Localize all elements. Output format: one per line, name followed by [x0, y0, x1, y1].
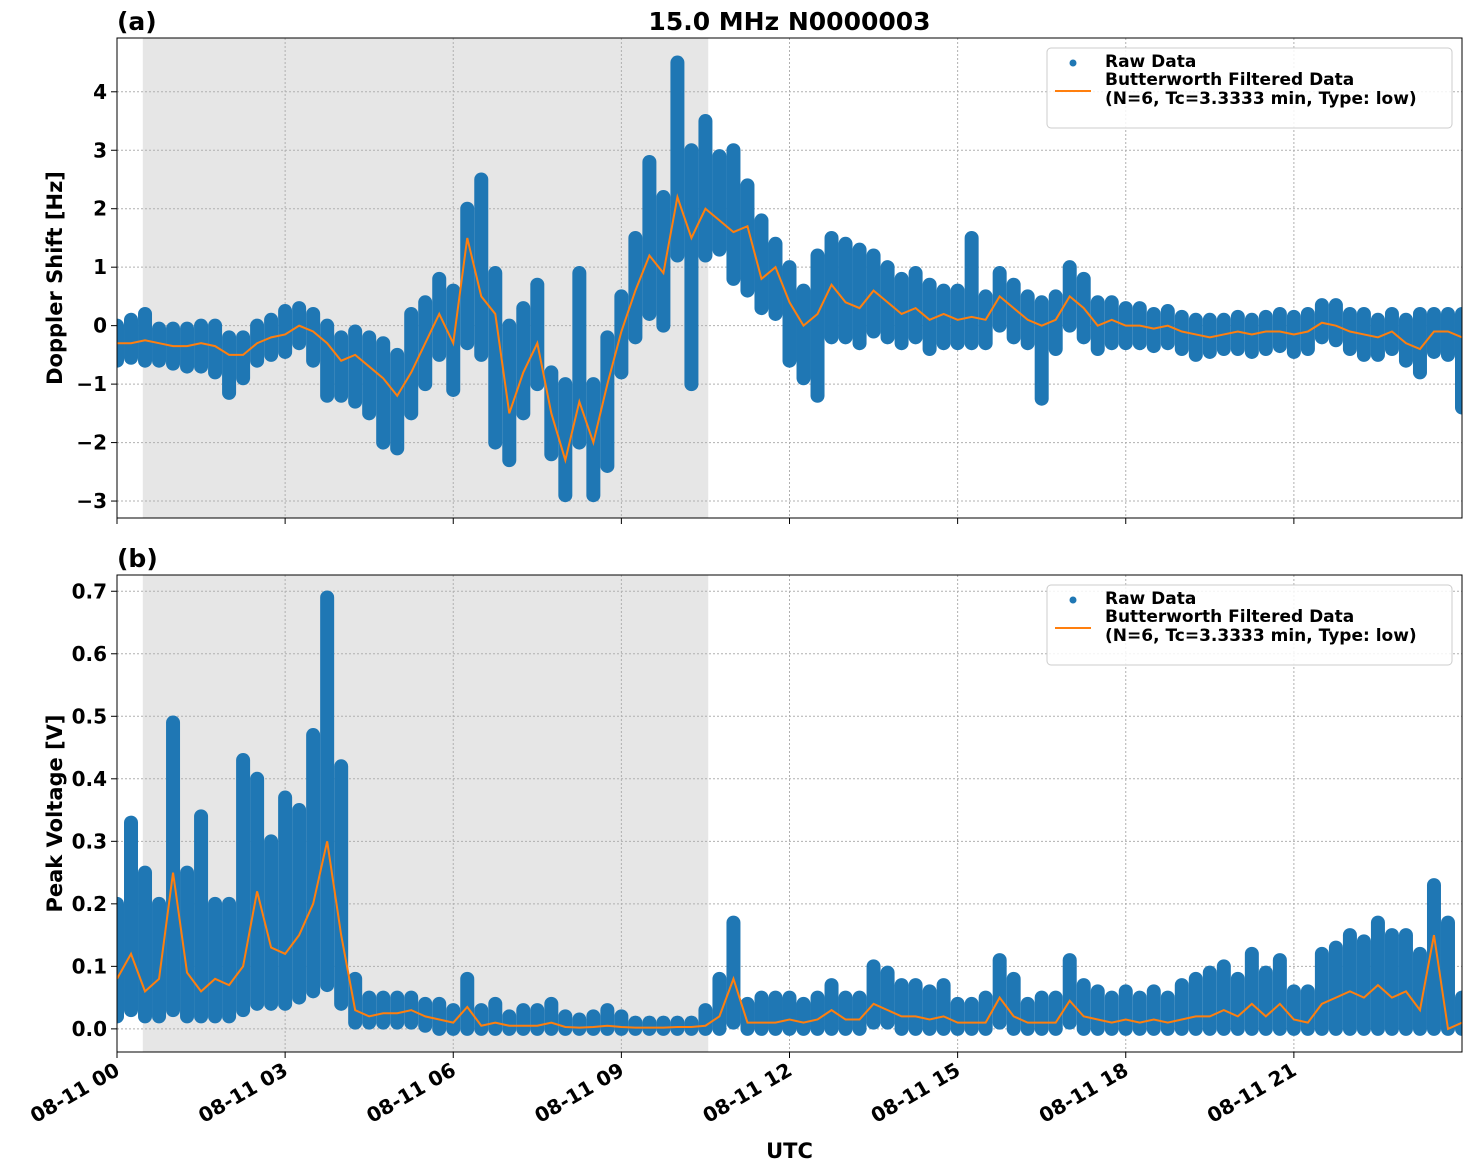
y-tick-label: 0.3 [72, 829, 107, 853]
y-axis-label: Peak Voltage [V] [43, 714, 67, 912]
legend-marker [1069, 59, 1077, 67]
y-tick-label: −2 [76, 431, 107, 455]
y-axis-label: Doppler Shift [Hz] [43, 171, 67, 385]
y-tick-label: −1 [76, 372, 107, 396]
x-tick-label: 08-11 12 [698, 1058, 796, 1128]
y-tick-label: 1 [93, 255, 107, 279]
axes-frame [116, 37, 1463, 519]
x-tick-label: 08-11 06 [362, 1058, 460, 1128]
x-tick-label: 08-11 03 [194, 1058, 292, 1128]
legend-label: Butterworth Filtered Data (N=6, Tc=3.333… [1105, 71, 1417, 109]
y-tick-label: 0 [93, 314, 107, 338]
chart-title: 15.0 MHz N0000003 [648, 7, 930, 36]
legend-entry: Butterworth Filtered Data (N=6, Tc=3.333… [1105, 71, 1417, 109]
panel-label: (b) [117, 544, 158, 573]
legend-box [1046, 47, 1453, 129]
y-tick-label: 3 [93, 138, 107, 162]
x-tick-label: 08-11 09 [530, 1058, 628, 1128]
x-tick-label: 08-11 00 [26, 1058, 124, 1128]
y-tick-label: 0.6 [72, 642, 107, 666]
y-tick-label: −3 [76, 489, 107, 513]
filtered-line [117, 193, 1462, 464]
legend-entry: Butterworth Filtered Data (N=6, Tc=3.333… [1105, 608, 1417, 646]
y-tick-label: 0.0 [72, 1017, 107, 1041]
legend-box [1046, 584, 1453, 666]
x-tick-label: 08-11 15 [867, 1058, 965, 1128]
plot-area [117, 55, 1462, 503]
y-tick-label: 0.5 [72, 704, 107, 728]
legend-entry: Raw Data [1105, 53, 1197, 72]
filtered-line [117, 841, 1462, 1031]
y-tick-label: 0.1 [72, 954, 107, 978]
legend-label: Raw Data [1105, 590, 1197, 609]
y-tick-label: 0.7 [72, 579, 107, 603]
axes-frame [116, 574, 1463, 1053]
legend-label: Butterworth Filtered Data (N=6, Tc=3.333… [1105, 608, 1417, 646]
y-tick-label: 2 [93, 197, 107, 221]
plot-area [117, 590, 1462, 1036]
x-tick-label: 08-11 21 [1203, 1058, 1301, 1128]
panel-label: (a) [117, 7, 157, 36]
night-shade [142, 38, 709, 518]
x-axis-label: UTC [766, 1139, 813, 1163]
y-tick-label: 0.4 [72, 767, 107, 791]
legend-entry: Raw Data [1105, 590, 1197, 609]
y-tick-label: 0.2 [72, 892, 107, 916]
legend-label: Raw Data [1105, 53, 1197, 72]
y-tick-label: 4 [93, 80, 107, 104]
legend-marker [1069, 596, 1077, 604]
x-tick-label: 08-11 18 [1035, 1058, 1133, 1128]
